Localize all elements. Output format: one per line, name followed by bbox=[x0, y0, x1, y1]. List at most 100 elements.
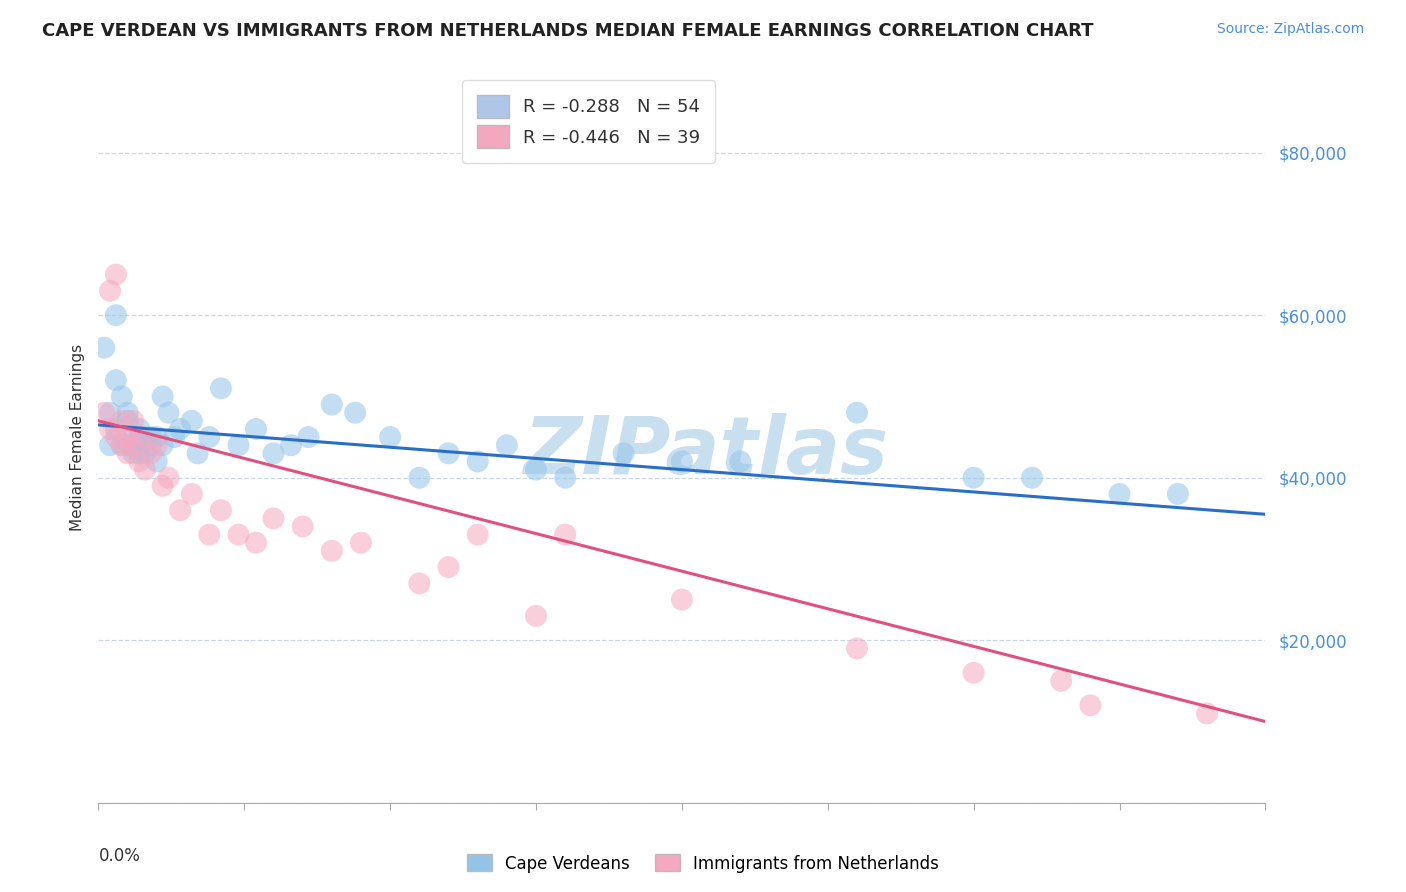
Point bbox=[846, 641, 869, 656]
Point bbox=[163, 430, 186, 444]
Point bbox=[104, 308, 127, 322]
Point bbox=[117, 446, 139, 460]
Point bbox=[180, 487, 202, 501]
Point bbox=[467, 527, 489, 541]
Point bbox=[291, 519, 314, 533]
Point bbox=[104, 422, 127, 436]
Point bbox=[187, 446, 209, 460]
Point bbox=[98, 284, 121, 298]
Point bbox=[1050, 673, 1073, 688]
Point bbox=[344, 406, 367, 420]
Point bbox=[152, 438, 174, 452]
Point bbox=[730, 454, 752, 468]
Text: 0.0%: 0.0% bbox=[98, 847, 141, 864]
Point bbox=[671, 592, 693, 607]
Point bbox=[104, 430, 127, 444]
Point bbox=[846, 406, 869, 420]
Point bbox=[128, 454, 150, 468]
Text: ZIPatlas: ZIPatlas bbox=[523, 413, 887, 491]
Point bbox=[134, 446, 156, 460]
Point bbox=[228, 438, 250, 452]
Point bbox=[139, 438, 162, 452]
Point bbox=[262, 511, 284, 525]
Point bbox=[962, 665, 984, 680]
Point bbox=[1195, 706, 1218, 721]
Point bbox=[152, 389, 174, 403]
Point bbox=[98, 422, 121, 436]
Point bbox=[467, 454, 489, 468]
Point bbox=[209, 503, 232, 517]
Point bbox=[111, 438, 134, 452]
Point bbox=[612, 446, 634, 460]
Point bbox=[93, 406, 115, 420]
Point bbox=[380, 430, 402, 444]
Point bbox=[98, 438, 121, 452]
Point bbox=[262, 446, 284, 460]
Point bbox=[134, 438, 156, 452]
Point bbox=[139, 446, 162, 460]
Point bbox=[122, 430, 145, 444]
Point bbox=[1108, 487, 1130, 501]
Point bbox=[962, 471, 984, 485]
Point bbox=[524, 462, 547, 476]
Point bbox=[134, 462, 156, 476]
Legend: R = -0.288   N = 54, R = -0.446   N = 39: R = -0.288 N = 54, R = -0.446 N = 39 bbox=[463, 80, 716, 163]
Point bbox=[122, 414, 145, 428]
Point bbox=[169, 503, 191, 517]
Point bbox=[152, 479, 174, 493]
Point bbox=[146, 454, 169, 468]
Point bbox=[228, 527, 250, 541]
Point bbox=[496, 438, 519, 452]
Point bbox=[408, 576, 430, 591]
Point bbox=[128, 430, 150, 444]
Point bbox=[128, 446, 150, 460]
Point bbox=[180, 414, 202, 428]
Point bbox=[128, 430, 150, 444]
Point bbox=[321, 398, 343, 412]
Point bbox=[104, 373, 127, 387]
Point bbox=[122, 438, 145, 452]
Point bbox=[408, 471, 430, 485]
Point bbox=[198, 430, 221, 444]
Point bbox=[280, 438, 302, 452]
Point bbox=[122, 438, 145, 452]
Point bbox=[93, 341, 115, 355]
Point bbox=[117, 406, 139, 420]
Point bbox=[104, 268, 127, 282]
Legend: Cape Verdeans, Immigrants from Netherlands: Cape Verdeans, Immigrants from Netherlan… bbox=[460, 847, 946, 880]
Point bbox=[198, 527, 221, 541]
Point bbox=[117, 430, 139, 444]
Point bbox=[157, 471, 180, 485]
Point bbox=[245, 535, 267, 549]
Point bbox=[297, 430, 319, 444]
Point bbox=[146, 438, 169, 452]
Point bbox=[524, 608, 547, 623]
Point bbox=[111, 389, 134, 403]
Point bbox=[139, 430, 162, 444]
Point bbox=[437, 560, 460, 574]
Point bbox=[245, 422, 267, 436]
Point bbox=[350, 535, 373, 549]
Point bbox=[321, 544, 343, 558]
Point bbox=[117, 414, 139, 428]
Point bbox=[1167, 487, 1189, 501]
Point bbox=[554, 527, 576, 541]
Y-axis label: Median Female Earnings: Median Female Earnings bbox=[69, 343, 84, 531]
Point bbox=[671, 454, 693, 468]
Point bbox=[111, 414, 134, 428]
Point bbox=[98, 406, 121, 420]
Point bbox=[128, 422, 150, 436]
Point bbox=[209, 381, 232, 395]
Point bbox=[111, 438, 134, 452]
Point bbox=[146, 430, 169, 444]
Point bbox=[1021, 471, 1043, 485]
Point bbox=[122, 446, 145, 460]
Text: Source: ZipAtlas.com: Source: ZipAtlas.com bbox=[1216, 22, 1364, 37]
Text: CAPE VERDEAN VS IMMIGRANTS FROM NETHERLANDS MEDIAN FEMALE EARNINGS CORRELATION C: CAPE VERDEAN VS IMMIGRANTS FROM NETHERLA… bbox=[42, 22, 1094, 40]
Point bbox=[157, 406, 180, 420]
Point bbox=[117, 438, 139, 452]
Point bbox=[169, 422, 191, 436]
Point bbox=[437, 446, 460, 460]
Point bbox=[1080, 698, 1102, 713]
Point bbox=[554, 471, 576, 485]
